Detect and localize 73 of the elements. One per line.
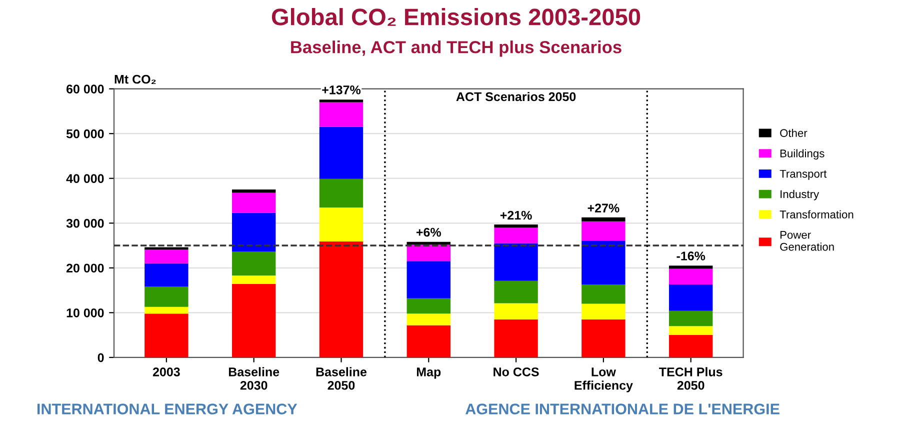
bar (582, 319, 626, 358)
annotation: +21% (500, 210, 532, 220)
x-tick-label: No CCS (494, 367, 539, 376)
annotation: -16% (676, 252, 706, 260)
x-tick-label: Baseline 2030 (228, 367, 280, 390)
bar (668, 266, 713, 269)
bar (668, 310, 713, 326)
legend-label: Power Generation (780, 231, 834, 251)
bar (582, 217, 626, 222)
chart-subtitle: Baseline, ACT and TECH plus Scenarios (291, 40, 622, 57)
bar (319, 241, 364, 358)
bar (494, 303, 538, 320)
y-tick-label: 20 000 (66, 264, 104, 273)
y-tick-label: 0 (98, 353, 104, 362)
bar (406, 261, 450, 298)
y-tick-label: 40 000 (66, 174, 104, 184)
bar (668, 335, 713, 358)
legend-label: Other (780, 128, 808, 138)
annotation: +6% (416, 228, 441, 237)
bar (494, 319, 538, 358)
bar (668, 268, 713, 284)
bar (144, 306, 188, 314)
bar (406, 242, 450, 245)
bar (144, 250, 188, 264)
x-tick-label: TECH Plus 2050 (659, 367, 722, 390)
bar (319, 207, 364, 242)
bar (668, 284, 713, 311)
bar (144, 263, 188, 287)
bar (232, 192, 276, 213)
bar (494, 280, 538, 304)
x-tick-label: Baseline 2050 (316, 367, 367, 390)
y-tick-label: 50 000 (66, 129, 104, 138)
bar (319, 100, 364, 102)
bar (232, 252, 276, 276)
x-tick-label: Low Efficiency (574, 368, 633, 392)
bar (668, 326, 713, 336)
chart-title: Global CO₂ Emissions 2003-2050 (272, 8, 640, 26)
bar (232, 212, 276, 252)
y-axis-title: Mt CO₂ (114, 74, 156, 84)
bar (406, 314, 450, 326)
bar (582, 304, 626, 320)
text: AGENCE INTERNATIONALE DE L'ENERGIE (466, 404, 780, 414)
legend-label: Industry (780, 190, 820, 200)
bar (494, 224, 538, 228)
bar (144, 286, 188, 307)
bar (144, 314, 188, 358)
bar (582, 240, 626, 284)
x-tick-label: Map (416, 368, 441, 379)
annotation: +27% (588, 204, 620, 212)
legend-label: Transport (780, 170, 827, 180)
bar (232, 284, 276, 358)
bar (494, 228, 538, 244)
bar (582, 221, 626, 241)
x-tick-label: 2003 (152, 367, 180, 376)
annotation: +137% (322, 85, 361, 94)
bar (406, 325, 450, 358)
bar (406, 298, 450, 314)
legend-label: Transformation (780, 210, 854, 218)
y-tick-label: 30 000 (66, 218, 104, 228)
y-tick-label: 60 000 (66, 84, 104, 94)
bar (232, 190, 276, 193)
annotation: ACT Scenarios 2050 (456, 92, 576, 102)
bar (319, 126, 364, 179)
bar (406, 244, 450, 262)
legend-label: Buildings (780, 149, 824, 160)
bar (232, 276, 276, 284)
bar (494, 243, 538, 281)
bar (319, 102, 364, 127)
bar (319, 178, 364, 208)
bar (582, 284, 626, 304)
y-tick-label: 10 000 (66, 308, 104, 318)
bar (144, 247, 188, 250)
text: INTERNATIONAL ENERGY AGENCY (38, 404, 298, 414)
